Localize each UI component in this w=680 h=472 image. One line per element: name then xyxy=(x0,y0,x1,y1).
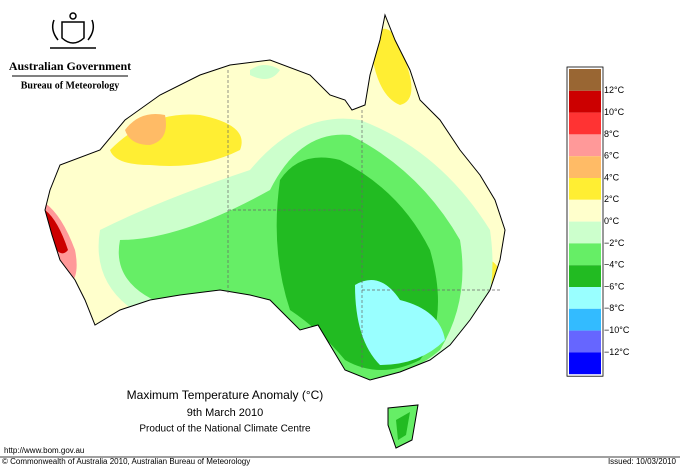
legend-swatch xyxy=(569,156,601,178)
legend-swatch xyxy=(569,287,601,309)
government-name: Australian Government xyxy=(9,59,131,73)
footer-issued: Issued: 10/03/2010 xyxy=(608,457,677,466)
legend-swatch xyxy=(569,265,601,287)
legend-swatch xyxy=(569,178,601,200)
legend-label: −4°C xyxy=(604,260,625,270)
legend-label: 8°C xyxy=(604,129,620,139)
footer-copyright: © Commonwealth of Australia 2010, Austra… xyxy=(2,457,250,466)
legend-swatch xyxy=(569,199,601,222)
legend-swatch xyxy=(569,221,601,244)
coat-of-arms xyxy=(50,12,96,49)
legend-swatch xyxy=(569,134,601,157)
legend-label: 4°C xyxy=(604,172,620,182)
legend-label: 0°C xyxy=(604,216,620,226)
legend-swatch xyxy=(569,90,601,113)
legend-label: 12°C xyxy=(604,85,625,95)
tasmania-inner xyxy=(396,412,410,440)
legend: 12°C 10°C 8°C 6°C 4°C 2°C 0°C −2°C −4°C −6°C −8°C −… xyxy=(566,66,630,377)
map-date: 9th March 2010 xyxy=(187,407,263,419)
coastline xyxy=(44,13,506,381)
legend-swatch xyxy=(569,330,601,353)
legend-label: −8°C xyxy=(604,303,625,313)
legend-label: −2°C xyxy=(604,238,625,248)
legend-label: 6°C xyxy=(604,151,620,161)
legend-swatch xyxy=(569,352,601,375)
legend-swatch xyxy=(569,112,601,135)
legend-label: 2°C xyxy=(604,194,620,204)
bureau-name: Bureau of Meteorology xyxy=(21,80,120,91)
legend-label: −10°C xyxy=(604,325,630,335)
map-source: Product of the National Climate Centre xyxy=(139,424,311,435)
state-borders xyxy=(227,70,500,370)
legend-label: −12°C xyxy=(604,347,630,357)
legend-swatch xyxy=(569,308,601,331)
footer-url: http://www.bom.gov.au xyxy=(4,446,84,455)
legend-label: −6°C xyxy=(604,281,625,291)
legend-swatch xyxy=(569,69,601,91)
legend-swatch xyxy=(569,243,601,266)
map-title: Maximum Temperature Anomaly (°C) xyxy=(127,388,324,402)
legend-label: 10°C xyxy=(604,107,625,117)
